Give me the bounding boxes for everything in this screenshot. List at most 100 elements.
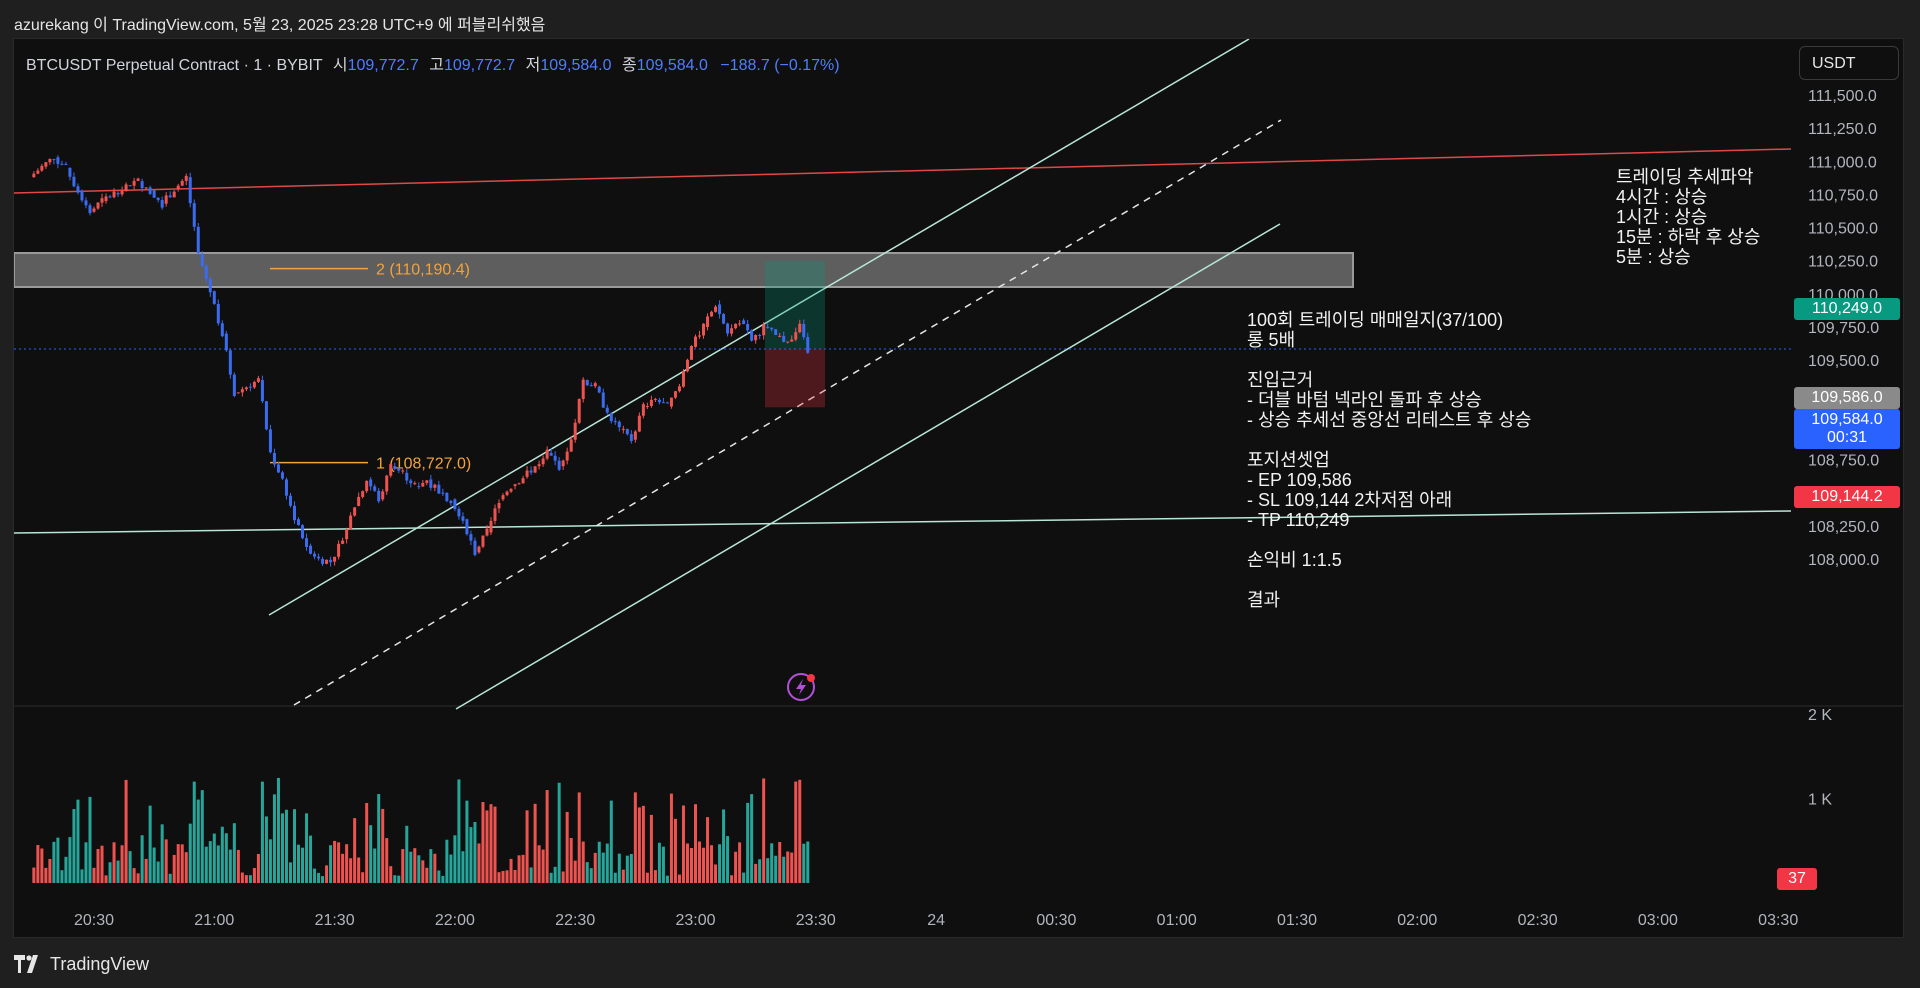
candle-body — [385, 475, 389, 492]
volume-bar — [762, 778, 766, 883]
volume-bar — [802, 843, 806, 883]
volume-bar — [649, 814, 653, 883]
volume-bar — [272, 794, 276, 883]
candle-body — [196, 226, 200, 254]
volume-bar — [32, 867, 36, 883]
volume-bar — [68, 837, 72, 883]
volume-bar — [585, 862, 589, 883]
channel-lower-line — [455, 223, 1281, 710]
candle-body — [116, 193, 120, 195]
volume-bar — [148, 805, 152, 883]
volume-bar — [661, 846, 665, 883]
y-tick-label: 111,250.0 — [1808, 121, 1877, 138]
tradingview-footer[interactable]: TradingView — [14, 952, 149, 976]
candle-body — [244, 387, 248, 390]
candle-body — [349, 515, 353, 530]
volume-bar — [545, 790, 549, 883]
candle-body — [754, 334, 758, 341]
candle-body — [301, 525, 305, 539]
volume-bar — [774, 855, 778, 883]
candle-body — [710, 311, 714, 317]
volume-bar — [657, 842, 661, 883]
open-value: 109,772.7 — [347, 57, 419, 74]
candle-body — [677, 386, 681, 392]
candle-body — [529, 470, 533, 473]
volume-bar — [702, 847, 706, 883]
volume-bar — [333, 840, 337, 883]
volume-bar — [714, 864, 718, 883]
candle-body — [417, 486, 421, 488]
candle-body — [224, 333, 228, 351]
volume-bar — [706, 817, 710, 883]
candle-body — [425, 480, 429, 483]
candle-body — [565, 451, 569, 461]
chart-frame[interactable]: 111,500.0 111,250.0 111,000.0 110,750.0 110,… — [13, 38, 1904, 938]
candle-body — [377, 490, 381, 502]
candle-body — [56, 157, 60, 164]
stop-loss-zone — [765, 348, 825, 408]
candle-body — [112, 191, 116, 198]
volume-bar — [653, 870, 657, 883]
volume-bar — [224, 833, 228, 883]
volume-bar — [164, 839, 168, 883]
volume-bar — [228, 849, 232, 883]
volume-bar — [204, 846, 208, 883]
volume-bar — [345, 844, 349, 883]
volume-bar — [557, 782, 561, 883]
volume-bar — [645, 872, 649, 883]
volume-bar — [694, 804, 697, 883]
candle-body — [758, 334, 762, 336]
candle-body — [128, 185, 132, 187]
candle-body — [738, 323, 742, 325]
candle-body — [609, 413, 613, 422]
volume-bar — [673, 818, 677, 883]
candle-body — [409, 480, 413, 484]
candle-body — [84, 200, 88, 206]
candle-body — [770, 327, 774, 330]
volume-bar — [501, 870, 505, 883]
candle-body — [742, 320, 746, 324]
candle-body — [293, 505, 296, 521]
volume-bar — [220, 826, 224, 883]
candle-body — [806, 337, 810, 353]
volume-bar — [561, 871, 565, 883]
candle-body — [557, 460, 561, 470]
volume-bar — [309, 835, 313, 883]
x-tick-label: 21:00 — [194, 912, 234, 929]
volume-bar — [537, 845, 541, 883]
volume-tick-label: 1 K — [1808, 792, 1832, 809]
volume-bar — [521, 854, 525, 883]
candle-body — [156, 197, 160, 201]
candle-body — [481, 535, 485, 547]
candle-body — [104, 196, 108, 202]
volume-bar — [397, 875, 401, 883]
candle-body — [461, 516, 465, 521]
volume-bar — [284, 809, 288, 883]
candle-body — [96, 202, 100, 209]
candle-body — [541, 458, 545, 465]
candle-body — [774, 329, 778, 336]
currency-button[interactable]: USDT — [1799, 46, 1899, 80]
candle-body — [144, 187, 148, 189]
candle-body — [621, 428, 625, 430]
high-label: 고 — [429, 57, 444, 74]
x-tick-label: 03:30 — [1758, 912, 1798, 929]
volume-bar — [361, 872, 365, 883]
volume-bar — [453, 835, 457, 883]
candle-body — [457, 509, 461, 517]
y-tick-label: 109,500.0 — [1808, 353, 1879, 370]
volume-bar — [581, 841, 585, 883]
candle-body — [645, 405, 649, 407]
volume-bar — [617, 853, 621, 883]
candle-body — [698, 335, 702, 337]
volume-bar — [794, 781, 798, 883]
channel-middle-line — [293, 119, 1282, 706]
candle-body — [200, 254, 204, 267]
candle-body — [264, 401, 268, 430]
tradingview-logo-icon — [14, 955, 38, 973]
y-tick-label: 110,500.0 — [1808, 221, 1878, 238]
candle-body — [581, 379, 585, 399]
x-tick-label: 02:00 — [1397, 912, 1437, 929]
candle-body — [68, 167, 72, 177]
volume-bar — [413, 848, 417, 883]
